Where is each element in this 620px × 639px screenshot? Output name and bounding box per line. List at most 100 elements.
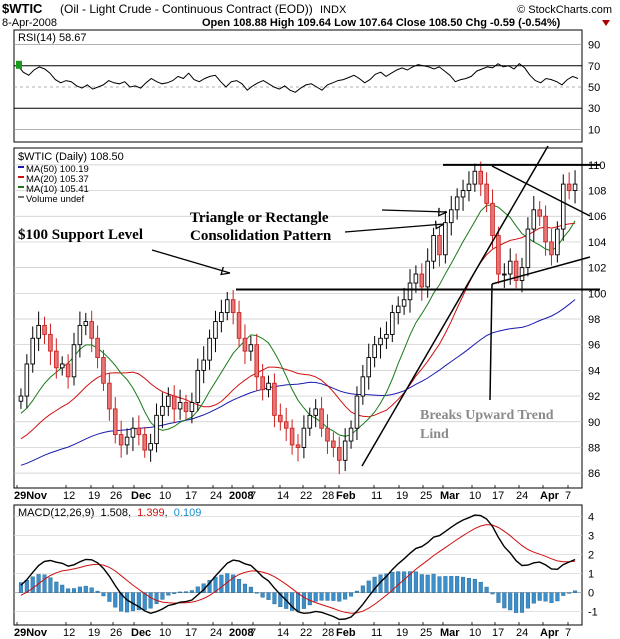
macd-histogram-bar [425,574,430,593]
candle-body [289,427,295,446]
candle-body [502,273,507,276]
x-axis-label: 26 [110,627,122,639]
candle-body [142,434,148,451]
macd-histogram-bar [189,590,194,593]
macd-histogram-bar [219,574,224,593]
macd-histogram-bar [248,586,253,593]
candle-body [124,436,130,446]
triangle-annotation-line2: Consolidation Pattern [190,228,332,244]
x-axis-label: 7 [250,627,256,639]
candle-body [59,363,65,369]
macd-histogram-bar [278,592,283,608]
macd-histogram-bar [319,592,324,601]
x-axis-label: 24 [210,627,222,639]
legend-swatch [18,166,24,168]
support-annotation: $100 Support Level [18,227,143,243]
x-axis-label: 10 [469,490,481,502]
candle-body [295,444,301,448]
macd-histogram-bar [461,576,466,593]
macd-histogram-bar [225,573,230,593]
price-tick-label: 108 [588,186,606,198]
macd-histogram-bar [354,590,359,593]
legend-entry: MA(10) 105.41 [26,184,89,195]
candle-body [166,395,171,407]
candle-body [336,447,342,461]
candle-body [331,440,336,448]
candle-body [201,359,206,371]
legend-entry: MA(20) 105.37 [26,174,89,185]
candle-body [525,228,531,269]
macd-histogram-bar [18,582,23,593]
candle-body [419,273,425,288]
macd-histogram-bar [231,574,236,593]
x-axis-label: 19 [396,627,408,639]
macd-histogram-bar [449,576,454,593]
macd-histogram-bar [295,592,301,612]
macd-tick-label: 3 [588,531,594,543]
chart-date: 8-Apr-2008 [2,17,57,29]
macd-histogram-bar [496,592,501,603]
candle-body [555,228,560,256]
candle-body [36,324,41,339]
x-axis-label: 29Nov [14,627,48,639]
macd-histogram-bar [343,592,348,600]
candle-body [154,414,159,445]
support-arrow [151,249,231,274]
macd-histogram-bar [325,592,330,601]
candle-body [260,376,265,391]
macd-histogram-bar [130,592,135,612]
candle-body [496,235,501,275]
macd-histogram-bar [349,592,354,597]
price-tick-label: 102 [588,263,606,275]
macd-histogram-bar [478,581,483,593]
uptrend-line [361,145,549,467]
macd-label: MACD(12,26,9) 1.508, 1.399, 0.109 [18,507,201,519]
legend-swatch [18,186,24,188]
candle-body [107,382,112,410]
macd-histogram-bar [573,590,578,593]
macd-histogram-bar [455,576,460,593]
macd-histogram-bar [113,592,118,608]
candle-body [448,209,454,224]
macd-histogram-bar [89,587,94,593]
macd-histogram-bar [77,586,82,593]
candle-body [401,299,407,307]
candle-body [478,170,484,185]
x-axis-label: Dec [131,627,151,639]
candle-body [230,299,236,314]
macd-signal-line [20,524,576,614]
macd-histogram-bar [337,592,342,602]
candle-body [531,209,537,230]
candle-body [219,312,224,323]
candle-body [366,357,372,378]
rsi-label: RSI(14) 58.67 [18,32,86,44]
candle-body [30,337,36,365]
candle-body [390,312,395,335]
x-axis-label: 19 [88,627,100,639]
triangle-upper-line [491,165,591,217]
candle-body [42,324,47,335]
macd-histogram-bar [555,592,560,602]
macd-histogram-bar [160,592,165,600]
macd-tick-label: 4 [588,512,594,524]
candle-body [313,408,318,416]
rsi-tick-label: 50 [588,82,600,94]
candle-body [443,222,448,256]
candle-body [407,282,413,301]
x-axis-label: 10 [159,627,171,639]
macd-histogram-bar [549,592,554,603]
breaks-annotation-line2: Lind [420,427,449,442]
x-axis-label: Feb [336,627,356,639]
x-axis-label: Apr [540,627,560,639]
x-axis-label: 10 [159,490,171,502]
candle-body [278,414,283,423]
candle-body [490,202,495,236]
macd-histogram-bar [166,592,171,596]
candle-body [272,382,277,416]
x-axis-label: 7 [565,490,571,502]
rsi-tick-label: 30 [588,103,600,115]
rsi-panel [13,29,583,143]
candle-body [431,235,436,262]
candle-body [325,427,330,442]
